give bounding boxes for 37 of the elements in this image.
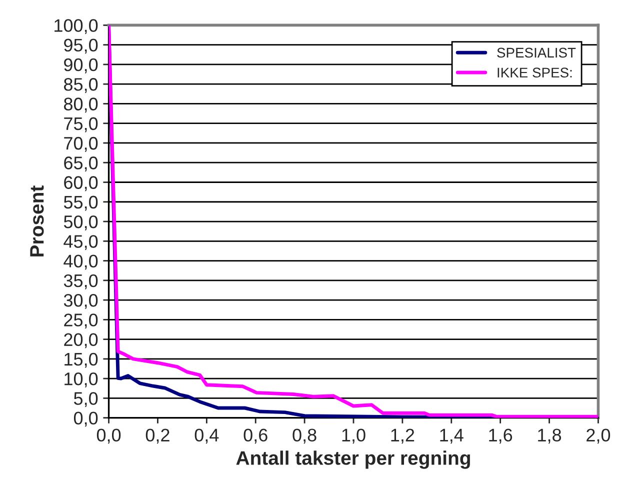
x-tick-label: 2,0 (586, 428, 610, 444)
y-tick-label: 80,0 (64, 98, 98, 113)
legend-label: IKKE SPES: (498, 68, 572, 78)
y-tick-label: 70,0 (64, 136, 98, 152)
y-tick-label: 95,0 (64, 38, 98, 54)
y-tick-label: 35,0 (64, 274, 98, 290)
y-tick-label: 0,0 (74, 412, 98, 427)
y-tick-label: 65,0 (64, 156, 98, 172)
y-tick-label: 10,0 (64, 372, 98, 388)
y-tick-label: 60,0 (64, 176, 98, 192)
y-tick-label: 45,0 (64, 235, 98, 250)
y-tick-label: 40,0 (64, 254, 98, 270)
y-tick-label: 25,0 (64, 314, 98, 329)
y-tick-label: 15,0 (64, 352, 98, 368)
x-tick-label: 0,2 (146, 428, 170, 444)
y-tick-label: 85,0 (64, 78, 98, 93)
y-tick-label: 5,0 (74, 392, 98, 408)
y-tick-label: 20,0 (64, 333, 98, 348)
x-axis-title: Antall takster per regning (236, 450, 470, 469)
y-tick-label: 75,0 (64, 117, 98, 132)
x-tick-label: 0,4 (194, 428, 219, 444)
y-tick-label: 55,0 (64, 196, 98, 211)
y-tick-label: 100,0 (54, 19, 98, 34)
x-tick-label: 0,8 (292, 428, 316, 444)
y-tick-label: 50,0 (64, 215, 98, 230)
y-tick-label: 30,0 (64, 294, 98, 309)
x-tick-label: 0,0 (96, 428, 121, 444)
y-axis-title: Prosent (30, 186, 44, 256)
x-tick-label: 1,0 (342, 428, 366, 444)
y-tick-label: 90,0 (64, 58, 98, 74)
line-series (108, 25, 598, 418)
x-tick-label: 1,2 (391, 428, 414, 444)
x-tick-label: 1,4 (440, 428, 464, 444)
legend-label: SPESIALIST (497, 48, 576, 58)
x-tick-label: 0,6 (244, 428, 268, 444)
x-tick-label: 1,8 (538, 428, 562, 444)
x-tick-label: 1,6 (489, 428, 512, 444)
